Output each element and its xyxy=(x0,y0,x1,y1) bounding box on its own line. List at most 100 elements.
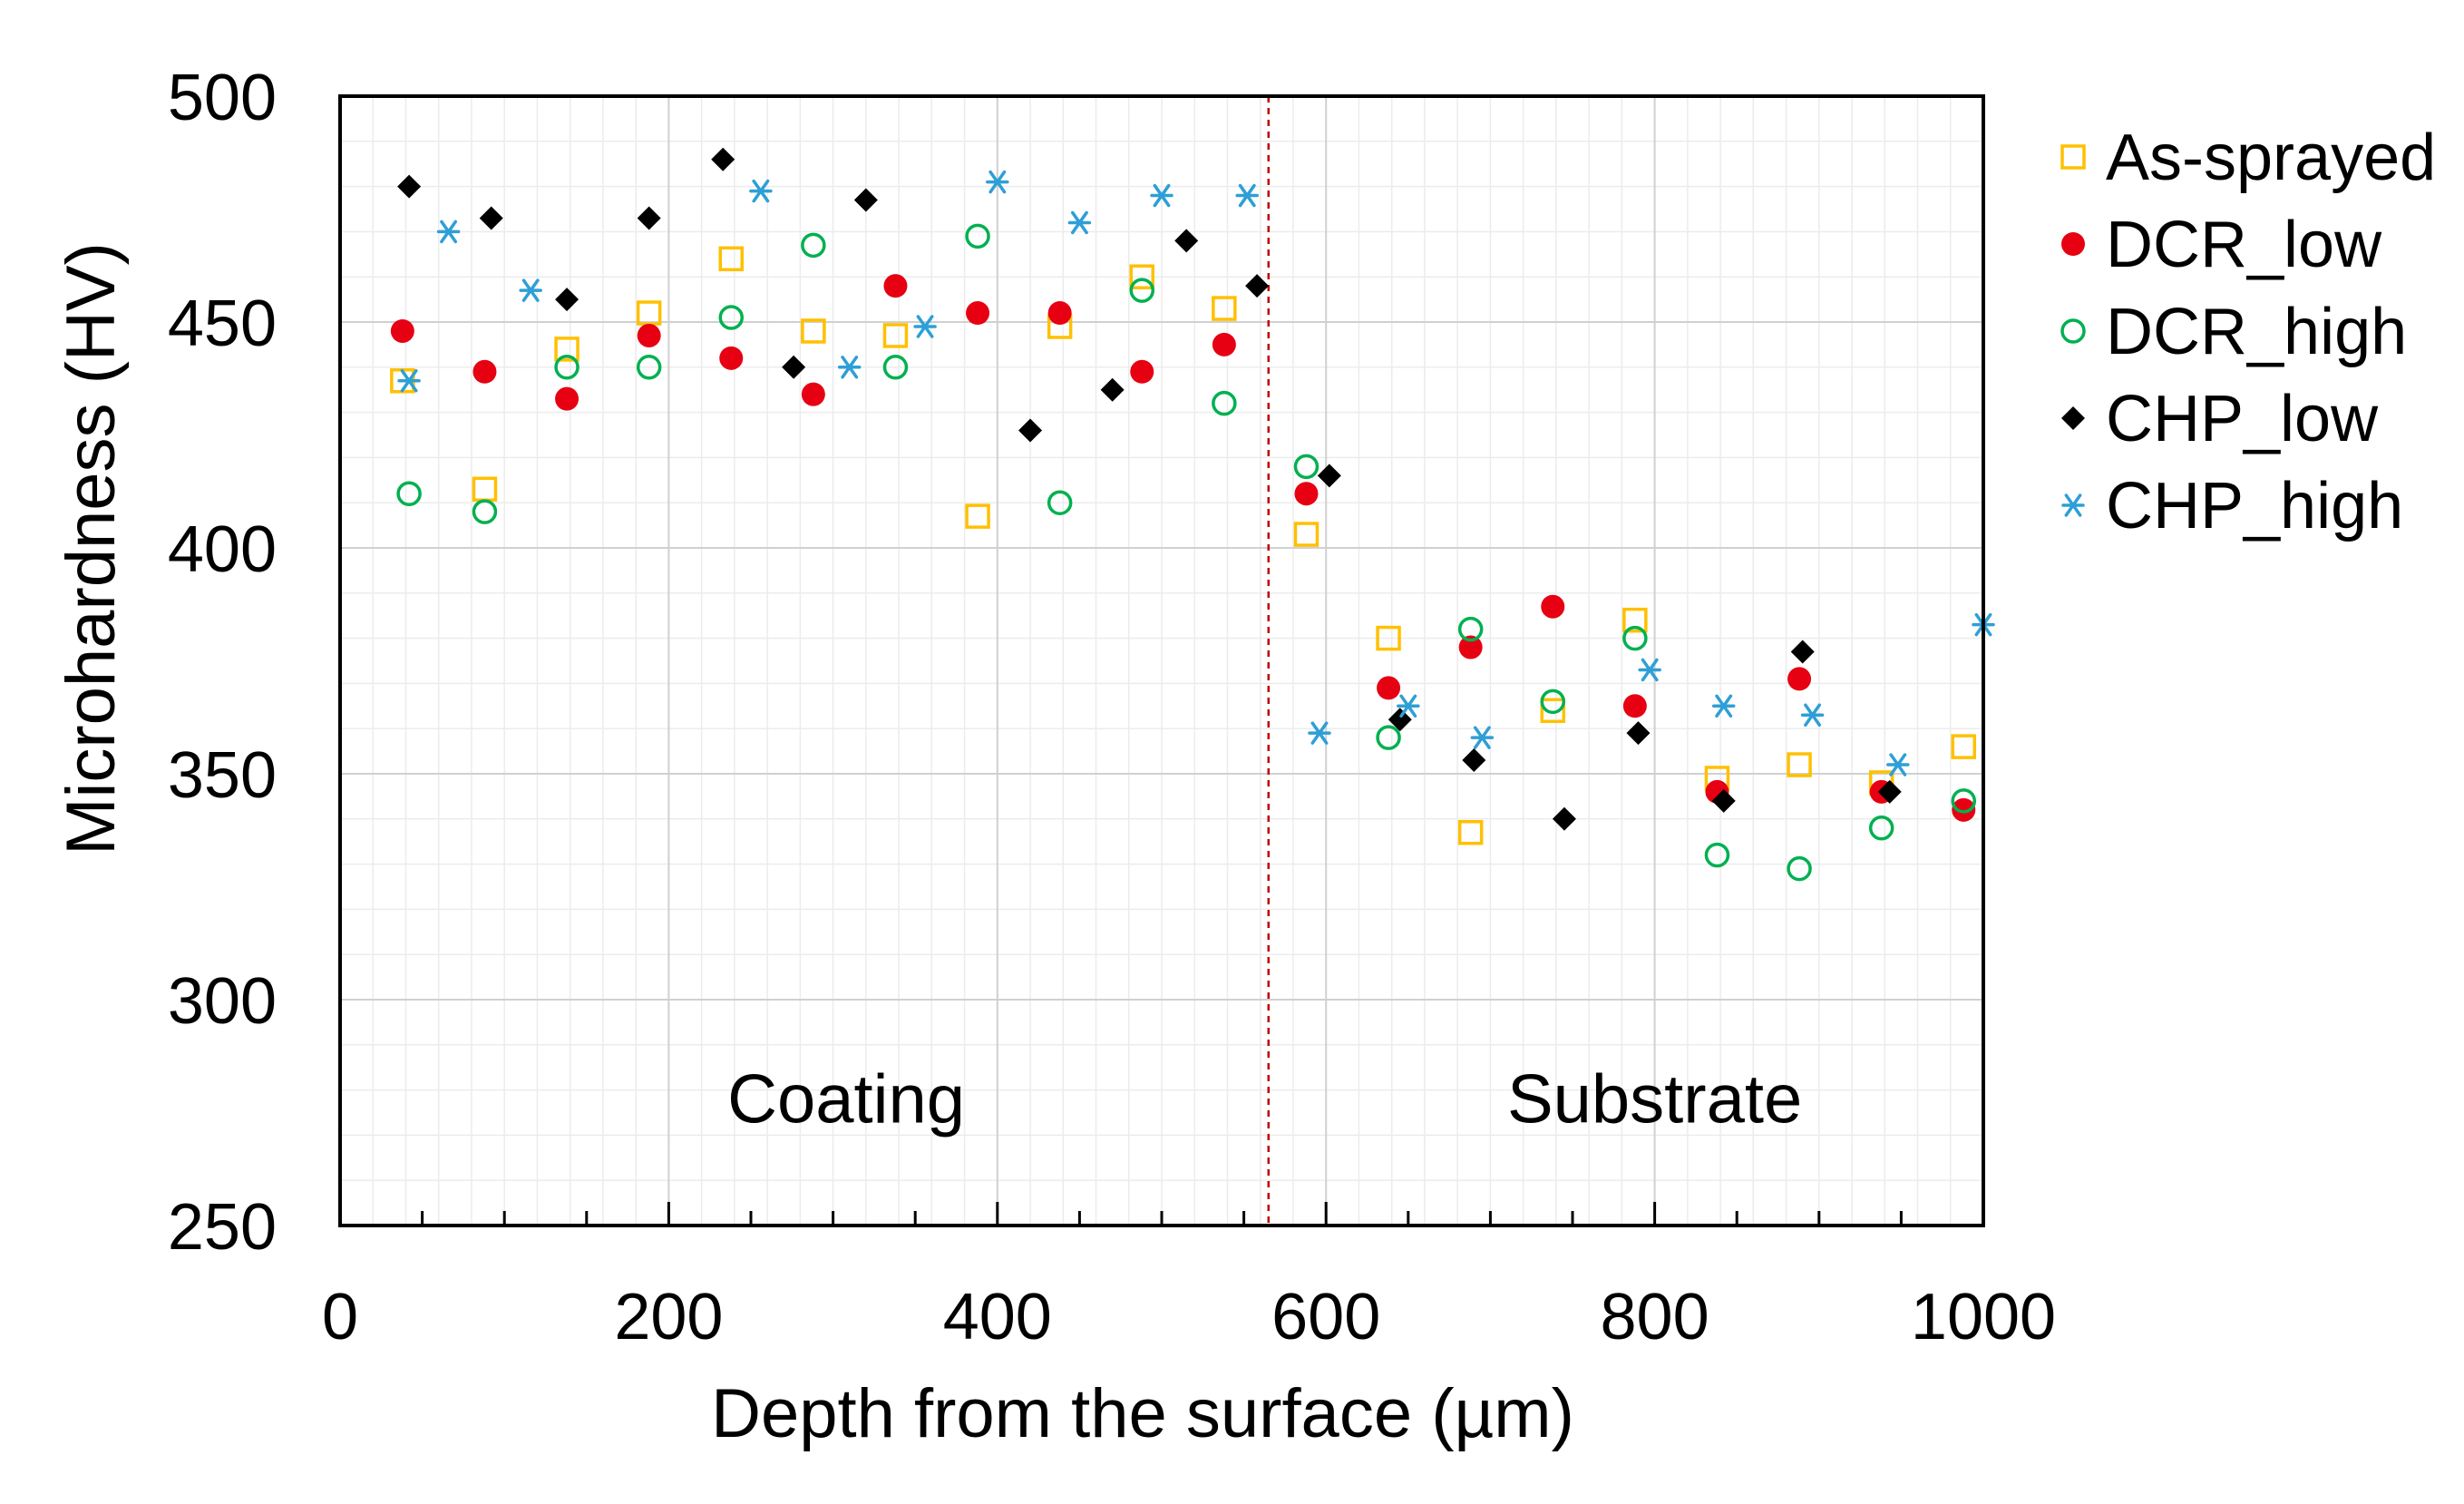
point-chp-high xyxy=(1470,726,1495,749)
point-dcr-high xyxy=(396,481,422,506)
point-dcr-low xyxy=(1377,676,1401,700)
point-chp-high xyxy=(1800,703,1825,728)
point-chp-low xyxy=(1790,640,1815,664)
point-chp-high xyxy=(436,220,461,244)
y-tick-label: 300 xyxy=(168,965,277,1038)
point-chp-high xyxy=(397,368,421,393)
point-dcr-high xyxy=(1622,625,1648,651)
point-dcr-high xyxy=(1868,815,1894,841)
point-dcr-low xyxy=(801,382,825,406)
point-chp-low xyxy=(853,188,878,212)
point-chp-high xyxy=(986,170,1009,194)
point-chp-high xyxy=(1235,183,1259,208)
axis-ticks xyxy=(338,1202,1985,1226)
legend-item-dcr-low: DCR_low xyxy=(2061,209,2382,281)
point-as-sprayed xyxy=(965,503,990,529)
point-dcr-low xyxy=(966,301,990,326)
point-as-sprayed xyxy=(472,476,498,503)
x-axis-label: Depth from the surface (µm) xyxy=(711,1375,1574,1452)
point-as-sprayed xyxy=(1212,296,1237,321)
point-as-sprayed xyxy=(801,318,826,344)
y-axis-label: Microhardness (HV) xyxy=(53,242,130,855)
point-chp-high xyxy=(1886,753,1910,776)
point-dcr-high xyxy=(882,355,909,380)
point-chp-low xyxy=(397,174,422,199)
point-dcr-low xyxy=(1130,359,1154,384)
point-dcr-low xyxy=(390,318,414,343)
legend-item-dcr-high: DCR_high xyxy=(2060,296,2407,368)
point-dcr-low xyxy=(1787,667,1812,691)
legend-label-as-sprayed: As-sprayed xyxy=(2106,122,2436,194)
point-dcr-low xyxy=(637,323,661,347)
point-chp-low xyxy=(555,288,579,312)
point-chp-low xyxy=(1388,708,1412,732)
legend-marker-dcr-low xyxy=(2061,232,2085,256)
point-dcr-low xyxy=(719,346,744,370)
legend-item-chp-low: CHP_low xyxy=(2061,383,2379,455)
series-dcr-high xyxy=(396,223,1977,882)
point-chp-high xyxy=(837,356,862,379)
x-tick-label: 1000 xyxy=(1911,1281,2056,1353)
point-chp-high xyxy=(1711,694,1736,718)
point-as-sprayed xyxy=(1376,625,1401,651)
point-dcr-high xyxy=(801,232,826,259)
point-dcr-high xyxy=(718,305,745,330)
point-chp-high xyxy=(1638,658,1661,682)
x-tick-labels: 0 200 400 600 800 1000 xyxy=(322,1281,2056,1353)
point-dcr-high xyxy=(1787,855,1812,882)
point-chp-low xyxy=(637,206,661,230)
point-as-sprayed xyxy=(554,337,579,362)
point-chp-high xyxy=(519,278,542,302)
legend-item-as-sprayed: As-sprayed xyxy=(2060,122,2436,194)
point-chp-low xyxy=(1711,788,1736,813)
y-tick-label: 450 xyxy=(168,288,277,360)
region-annotations: Coating Substrate xyxy=(727,1061,1802,1138)
point-dcr-high xyxy=(1129,278,1155,303)
point-dcr-low xyxy=(1294,482,1319,506)
series-as-sprayed xyxy=(390,246,1977,845)
point-as-sprayed xyxy=(1129,264,1155,289)
point-chp-low xyxy=(1552,806,1576,831)
series-chp-high xyxy=(397,170,1995,776)
point-chp-low xyxy=(782,355,806,379)
minor-gridlines xyxy=(340,96,1983,1226)
point-chp-high xyxy=(913,315,937,338)
point-dcr-high xyxy=(1212,390,1237,416)
x-tick-label: 600 xyxy=(1271,1281,1380,1353)
x-tick-label: 200 xyxy=(614,1281,723,1353)
point-chp-low xyxy=(1245,274,1270,298)
point-dcr-low xyxy=(1541,594,1565,619)
x-tick-label: 400 xyxy=(943,1281,1052,1353)
point-dcr-high xyxy=(472,499,498,524)
x-tick-label: 800 xyxy=(1601,1281,1709,1353)
point-dcr-low xyxy=(1047,301,1072,326)
legend-item-chp-high: CHP_high xyxy=(2061,470,2403,542)
point-dcr-high xyxy=(965,223,990,249)
point-dcr-low xyxy=(883,274,908,298)
point-chp-low xyxy=(1877,779,1902,804)
point-chp-low xyxy=(1100,377,1125,402)
point-chp-low xyxy=(1626,721,1651,746)
point-chp-high xyxy=(1397,694,1420,718)
legend-marker-dcr-high xyxy=(2060,318,2086,344)
point-as-sprayed xyxy=(1951,734,1977,759)
legend-label-chp-high: CHP_high xyxy=(2106,470,2403,542)
annotation-substrate: Substrate xyxy=(1507,1061,1802,1138)
point-chp-low xyxy=(711,147,735,171)
point-dcr-high xyxy=(636,355,662,380)
legend-marker-chp-high xyxy=(2061,493,2085,517)
legend-label-dcr-high: DCR_high xyxy=(2106,296,2407,368)
series-chp-low xyxy=(397,147,1902,831)
point-dcr-high xyxy=(1951,788,1977,814)
point-dcr-low xyxy=(555,386,579,411)
point-dcr-high xyxy=(1540,689,1566,715)
legend-label-dcr-low: DCR_low xyxy=(2106,209,2382,281)
point-dcr-high xyxy=(1457,616,1484,642)
point-dcr-low xyxy=(1952,797,1976,822)
legend-marker-as-sprayed xyxy=(2060,144,2086,170)
point-as-sprayed xyxy=(1787,752,1812,777)
point-chp-high xyxy=(749,179,773,203)
point-as-sprayed xyxy=(1540,698,1566,724)
annotation-coating: Coating xyxy=(727,1061,965,1138)
point-dcr-high xyxy=(1293,454,1320,480)
